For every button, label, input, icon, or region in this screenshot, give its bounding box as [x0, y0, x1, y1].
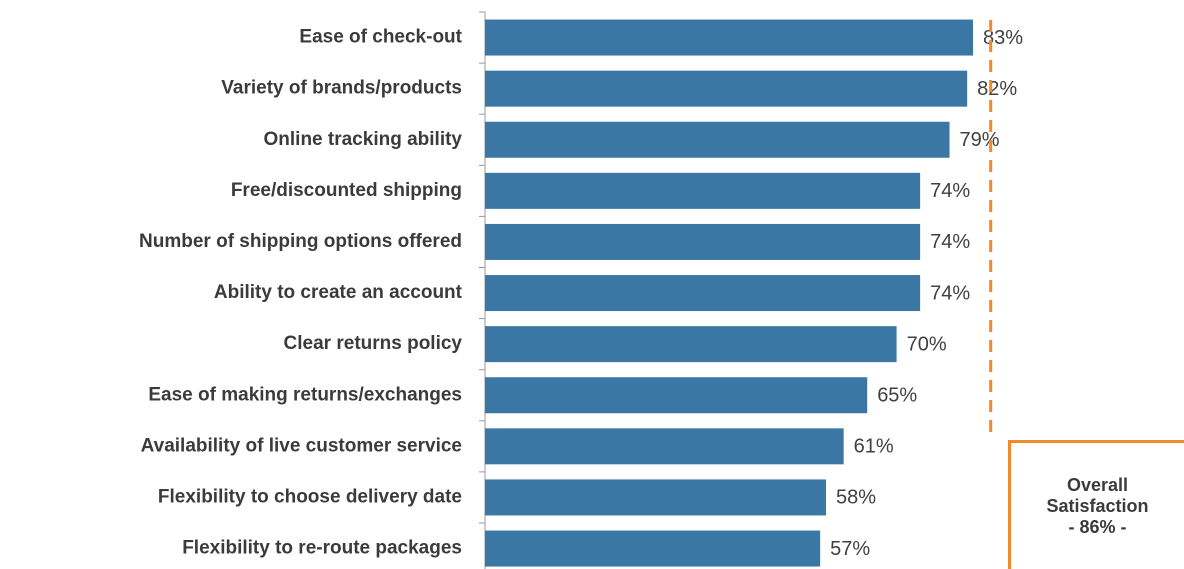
- category-label: Flexibility to choose delivery date: [158, 486, 462, 507]
- bar: [485, 172, 921, 209]
- value-label: 74%: [930, 231, 970, 253]
- category-label: Free/discounted shipping: [231, 180, 462, 201]
- bar: [485, 428, 844, 465]
- value-label: 70%: [907, 333, 947, 355]
- category-label: Online tracking ability: [264, 129, 463, 150]
- category-label: Ability to create an account: [214, 282, 463, 303]
- bar: [485, 275, 921, 312]
- value-label: 83%: [983, 27, 1023, 49]
- category-label: Availability of live customer service: [141, 435, 462, 456]
- category-label: Number of shipping options offered: [139, 231, 462, 252]
- category-label: Flexibility to re-route packages: [182, 538, 462, 559]
- annotation-box: Overall Satisfaction - 86% -: [1008, 440, 1184, 569]
- value-label: 65%: [877, 385, 917, 407]
- category-label: Ease of check-out: [299, 27, 462, 48]
- bar: [485, 326, 897, 363]
- bar: [485, 479, 827, 516]
- category-label: Clear returns policy: [284, 333, 463, 354]
- value-label: 57%: [830, 538, 870, 560]
- annotation-value: - 86% -: [1068, 516, 1127, 537]
- category-label: Ease of making returns/exchanges: [148, 384, 462, 405]
- bar: [485, 121, 950, 158]
- bar: [485, 223, 921, 260]
- annotation-label: Overall Satisfaction: [1046, 474, 1149, 516]
- value-label: 61%: [854, 436, 894, 458]
- value-label: 82%: [977, 78, 1017, 100]
- value-label: 58%: [836, 487, 876, 509]
- bar: [485, 19, 974, 56]
- bar: [485, 530, 821, 567]
- value-label: 79%: [960, 129, 1000, 151]
- value-label: 74%: [930, 282, 970, 304]
- category-label: Variety of brands/products: [221, 78, 462, 99]
- bar: [485, 377, 868, 414]
- value-label: 74%: [930, 180, 970, 202]
- bar: [485, 70, 968, 107]
